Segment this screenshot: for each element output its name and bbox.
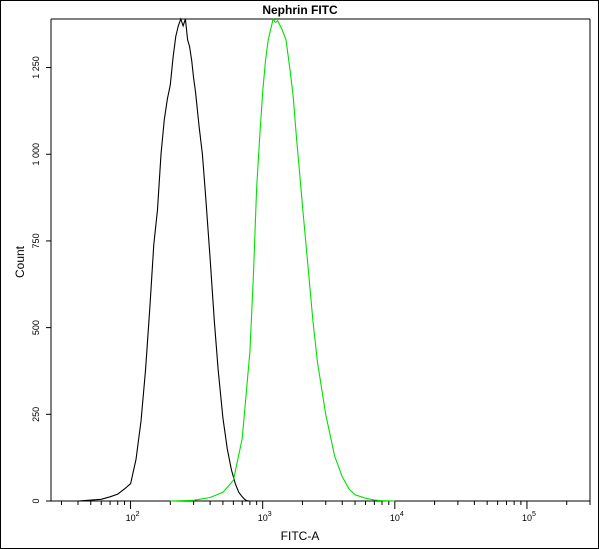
- x-tick-label: 105: [522, 511, 536, 523]
- y-tick-label: 250: [31, 407, 41, 422]
- series-layer: [77, 17, 395, 502]
- x-tick-label: 102: [126, 511, 140, 523]
- y-tick-label: 1 000: [31, 143, 41, 166]
- histogram-series-2: [170, 17, 395, 502]
- x-axis-label: FITC-A: [281, 529, 320, 543]
- x-tick-label: 104: [390, 511, 404, 523]
- x-axis-ticks: 102 103 104 105: [60, 501, 591, 523]
- y-axis-ticks: 0 250 500 750 1 000 1 250: [31, 56, 51, 504]
- y-tick-label: 750: [31, 233, 41, 248]
- y-tick-label: 500: [31, 320, 41, 335]
- y-tick-label: 0: [31, 498, 41, 503]
- y-axis-label: Count: [13, 245, 27, 278]
- plot-area: [50, 18, 591, 502]
- chart-title: Nephrin FITC: [262, 3, 338, 17]
- y-tick-label: 1 250: [31, 56, 41, 79]
- histogram-series-1: [77, 17, 250, 502]
- x-tick-label: 103: [258, 511, 272, 523]
